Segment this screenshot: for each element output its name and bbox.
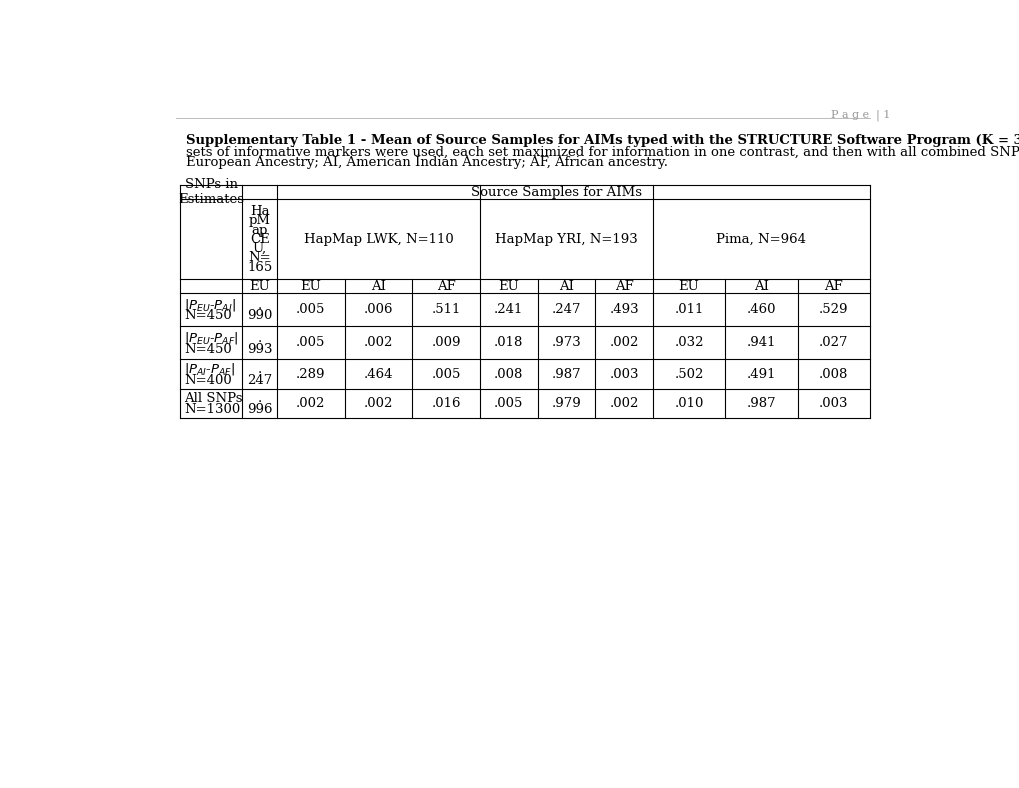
Text: N=1300: N=1300 (183, 403, 240, 416)
Text: .003: .003 (818, 397, 848, 410)
Text: CE: CE (250, 232, 269, 246)
Text: AI: AI (753, 280, 768, 293)
Text: .002: .002 (364, 397, 393, 410)
Text: .005: .005 (431, 367, 461, 381)
Text: U,: U, (253, 242, 266, 255)
Text: Source Samples for AIMs: Source Samples for AIMs (470, 186, 641, 199)
Text: 247: 247 (247, 374, 272, 387)
Text: .006: .006 (364, 303, 393, 316)
Text: HapMap LWK, N=110: HapMap LWK, N=110 (304, 232, 453, 246)
Text: .010: .010 (674, 397, 703, 410)
Text: sets of informative markers were used, each set maximized for information in one: sets of informative markers were used, e… (185, 145, 1019, 158)
Text: $|P_{AI}$-$P_{AF}|$: $|P_{AI}$-$P_{AF}|$ (183, 362, 235, 377)
Text: .529: .529 (818, 303, 848, 316)
Text: .241: .241 (494, 303, 523, 316)
Text: .016: .016 (431, 397, 461, 410)
Text: SNPs in
Estimates: SNPs in Estimates (178, 178, 244, 206)
Text: .464: .464 (364, 367, 393, 381)
Text: .008: .008 (818, 367, 848, 381)
Text: 996: 996 (247, 403, 272, 416)
Text: $|P_{EU}$-$P_{AF}|$: $|P_{EU}$-$P_{AF}|$ (183, 330, 238, 346)
Text: .003: .003 (608, 367, 638, 381)
Text: .511: .511 (431, 303, 461, 316)
Text: .493: .493 (608, 303, 638, 316)
Text: EU: EU (301, 280, 321, 293)
Text: $|P_{EU}$-$P_{AI}|$: $|P_{EU}$-$P_{AI}|$ (183, 297, 236, 313)
Text: .002: .002 (609, 397, 638, 410)
Text: .987: .987 (746, 397, 775, 410)
Text: .460: .460 (746, 303, 775, 316)
Text: .979: .979 (551, 397, 581, 410)
Text: N=400: N=400 (183, 374, 231, 387)
Text: .247: .247 (551, 303, 581, 316)
Text: .289: .289 (296, 367, 325, 381)
Text: .: . (257, 299, 262, 312)
Text: AF: AF (614, 280, 633, 293)
Text: EU: EU (678, 280, 699, 293)
Text: AI: AI (371, 280, 386, 293)
Text: .032: .032 (674, 336, 703, 349)
Text: EU: EU (498, 280, 519, 293)
Text: .027: .027 (818, 336, 848, 349)
Text: AI: AI (558, 280, 574, 293)
Text: .005: .005 (296, 303, 325, 316)
Text: HapMap YRI, N=193: HapMap YRI, N=193 (494, 232, 637, 246)
Text: P a g e  | 1: P a g e | 1 (830, 110, 890, 121)
Text: AF: AF (823, 280, 843, 293)
Text: .008: .008 (494, 367, 523, 381)
Text: Supplementary Table 1 - Mean of Source Samples for AIMs typed with the STRUCTURE: Supplementary Table 1 - Mean of Source S… (185, 134, 1019, 147)
Text: .: . (257, 332, 262, 345)
Text: N=450: N=450 (183, 343, 231, 355)
Text: Pima, N=964: Pima, N=964 (715, 232, 806, 246)
Text: .011: .011 (674, 303, 703, 316)
Text: .005: .005 (494, 397, 523, 410)
Text: .009: .009 (431, 336, 461, 349)
Text: .: . (257, 363, 262, 376)
Text: .: . (257, 392, 262, 405)
Text: N=: N= (248, 251, 271, 264)
Text: 993: 993 (247, 343, 272, 355)
Text: .502: .502 (674, 367, 703, 381)
Text: N=450: N=450 (183, 310, 231, 322)
Text: European Ancestry; AI, American Indian Ancestry; AF, African ancestry.: European Ancestry; AI, American Indian A… (185, 156, 667, 169)
Text: EU: EU (249, 280, 270, 293)
Text: .987: .987 (551, 367, 581, 381)
Text: Ha: Ha (250, 205, 269, 218)
Text: .973: .973 (551, 336, 581, 349)
Text: AF: AF (436, 280, 455, 293)
Text: All SNPs: All SNPs (183, 392, 243, 405)
Text: .491: .491 (746, 367, 775, 381)
Text: ap: ap (252, 224, 268, 236)
Text: 990: 990 (247, 310, 272, 322)
Text: .018: .018 (494, 336, 523, 349)
Text: .002: .002 (296, 397, 325, 410)
Text: .005: .005 (296, 336, 325, 349)
Text: .002: .002 (609, 336, 638, 349)
Text: pM: pM (249, 214, 270, 228)
Text: .002: .002 (364, 336, 393, 349)
Text: .941: .941 (746, 336, 775, 349)
Text: 165: 165 (247, 261, 272, 273)
